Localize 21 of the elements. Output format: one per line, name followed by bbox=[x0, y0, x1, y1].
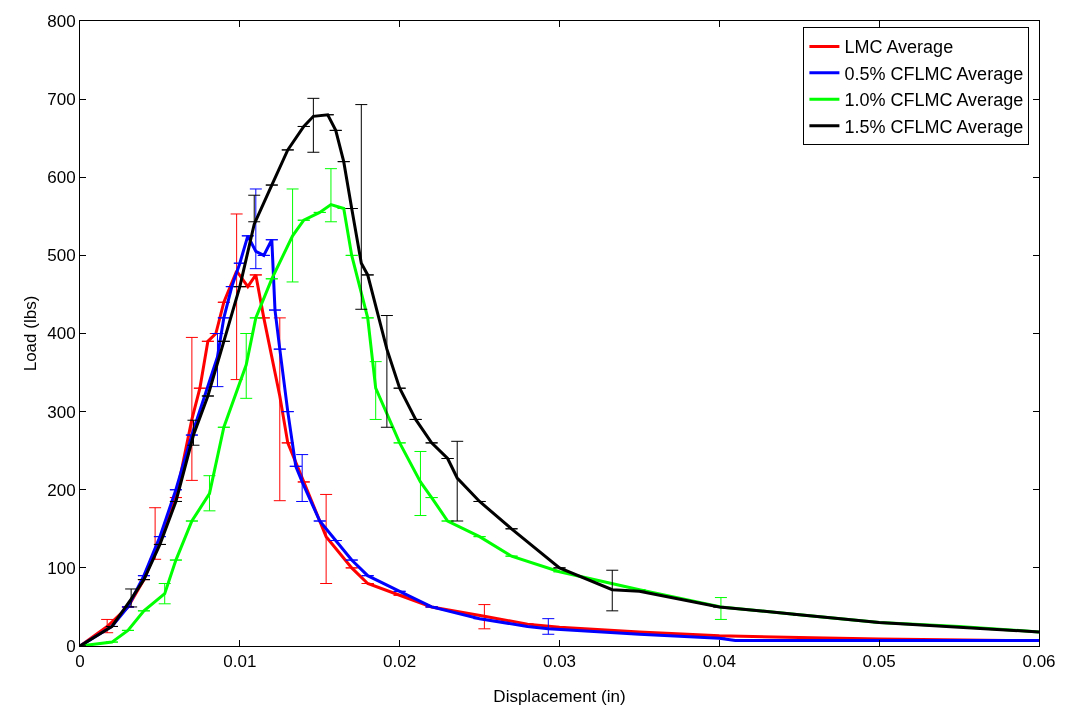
y-tick-label: 300 bbox=[47, 402, 76, 422]
x-tick-label: 0.03 bbox=[542, 652, 577, 672]
x-tick-label: 0.02 bbox=[383, 652, 417, 672]
x-tick-label: 0.04 bbox=[702, 652, 736, 672]
y-tick-label: 400 bbox=[47, 324, 76, 344]
legend-label: 1.0% CFLMC Average bbox=[844, 90, 1024, 111]
legend-label: LMC Average bbox=[844, 37, 954, 58]
x-tick-label: 0.05 bbox=[862, 652, 896, 672]
y-tick-label: 800 bbox=[47, 11, 76, 31]
x-tick-label: 0.06 bbox=[1022, 652, 1056, 672]
legend-label: 0.5% CFLMC Average bbox=[844, 63, 1024, 84]
y-tick-label: 200 bbox=[47, 480, 76, 500]
y-tick-label: 700 bbox=[47, 90, 76, 110]
y-tick-label: 100 bbox=[47, 558, 76, 578]
legend-label: 1.5% CFLMC Average bbox=[844, 116, 1024, 137]
y-tick-label: 500 bbox=[47, 246, 76, 266]
x-tick-label: 0.01 bbox=[223, 652, 257, 672]
x-axis-title: Displacement (in) bbox=[493, 687, 626, 706]
y-tick-label: 600 bbox=[47, 168, 76, 188]
y-tick-label: 0 bbox=[66, 636, 76, 656]
y-axis-title: Load (lbs) bbox=[21, 295, 40, 372]
